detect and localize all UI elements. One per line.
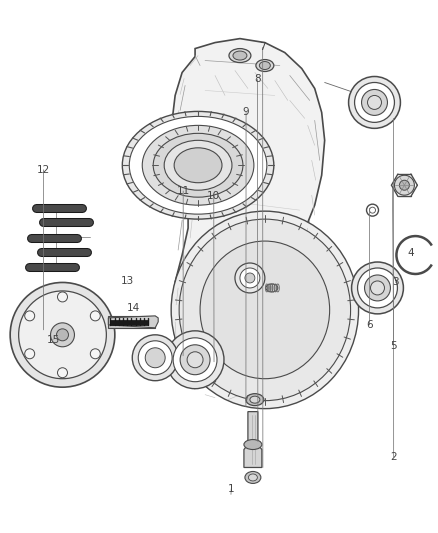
Text: 7: 7 (259, 43, 266, 52)
Ellipse shape (173, 338, 217, 382)
Text: 1: 1 (228, 484, 234, 494)
Ellipse shape (246, 394, 264, 406)
Ellipse shape (364, 275, 390, 301)
Ellipse shape (164, 140, 232, 190)
Ellipse shape (229, 49, 251, 62)
Text: 6: 6 (366, 320, 373, 330)
Ellipse shape (50, 323, 74, 347)
Text: 3: 3 (392, 278, 399, 287)
Ellipse shape (129, 116, 267, 214)
Ellipse shape (166, 331, 224, 389)
Ellipse shape (165, 157, 181, 173)
Text: 11: 11 (177, 186, 190, 196)
Ellipse shape (200, 241, 330, 379)
Text: 5: 5 (390, 341, 397, 351)
Polygon shape (108, 316, 158, 328)
Ellipse shape (132, 335, 178, 381)
Ellipse shape (57, 329, 68, 341)
Text: 14: 14 (127, 303, 141, 313)
Ellipse shape (152, 144, 194, 186)
Polygon shape (110, 320, 148, 325)
Ellipse shape (266, 284, 278, 292)
Text: 8: 8 (254, 75, 261, 84)
Ellipse shape (349, 77, 400, 128)
Text: 4: 4 (408, 248, 414, 258)
Text: 12: 12 (37, 165, 50, 175)
Ellipse shape (244, 440, 262, 449)
Ellipse shape (352, 262, 403, 314)
Ellipse shape (235, 263, 265, 293)
Ellipse shape (355, 83, 395, 123)
Ellipse shape (245, 472, 261, 483)
Ellipse shape (19, 291, 106, 379)
Ellipse shape (159, 151, 187, 179)
Ellipse shape (395, 175, 414, 195)
Ellipse shape (90, 311, 100, 321)
Ellipse shape (174, 148, 222, 183)
Ellipse shape (122, 111, 274, 219)
Ellipse shape (153, 133, 243, 197)
Ellipse shape (187, 352, 203, 368)
Ellipse shape (90, 349, 100, 359)
Ellipse shape (145, 348, 165, 368)
Text: 15: 15 (46, 335, 60, 345)
Ellipse shape (256, 60, 274, 71)
Ellipse shape (371, 281, 385, 295)
Ellipse shape (138, 341, 172, 375)
Ellipse shape (240, 268, 260, 288)
Text: 9: 9 (243, 107, 249, 117)
Ellipse shape (361, 90, 388, 116)
Ellipse shape (25, 349, 35, 359)
Ellipse shape (142, 125, 254, 205)
Polygon shape (172, 38, 325, 393)
Polygon shape (244, 411, 262, 467)
Polygon shape (108, 316, 155, 328)
Text: 13: 13 (121, 277, 134, 286)
Ellipse shape (10, 282, 115, 387)
Text: 2: 2 (390, 452, 397, 462)
Ellipse shape (25, 311, 35, 321)
Ellipse shape (245, 273, 255, 283)
Ellipse shape (180, 345, 210, 375)
Ellipse shape (233, 51, 247, 60)
Ellipse shape (57, 292, 67, 302)
Ellipse shape (57, 368, 67, 378)
Ellipse shape (367, 95, 381, 109)
Ellipse shape (399, 180, 410, 190)
Ellipse shape (250, 396, 260, 403)
Ellipse shape (259, 61, 270, 69)
Ellipse shape (171, 211, 359, 409)
Text: 10: 10 (207, 191, 220, 201)
Ellipse shape (179, 219, 350, 401)
Ellipse shape (248, 474, 258, 481)
Ellipse shape (357, 268, 397, 308)
